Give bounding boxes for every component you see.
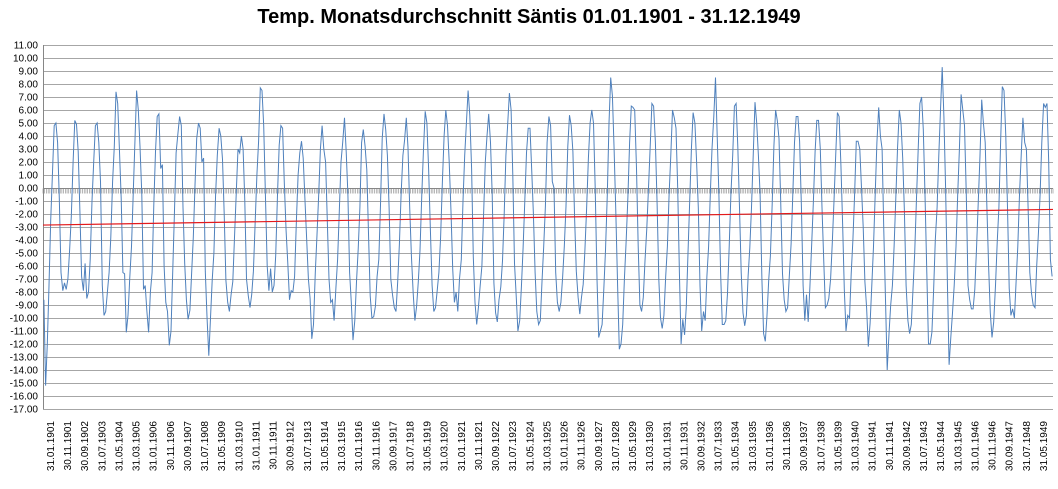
x-tick-label: 31.05.1929 [628, 421, 639, 471]
y-tick-label: -15.00 [10, 379, 39, 390]
x-tick-label: 30.09.1917 [388, 421, 399, 471]
y-tick-label: 3.00 [19, 145, 39, 156]
y-tick-label: -6.00 [15, 262, 38, 273]
y-tick-label: -12.00 [10, 340, 39, 351]
x-tick-label: 30.11.1921 [474, 421, 485, 471]
y-tick-label: -2.00 [15, 210, 38, 221]
x-tick-label: 30.11.1941 [885, 421, 896, 471]
y-tick-label: -8.00 [15, 288, 38, 299]
y-tick-label: -17.00 [10, 405, 39, 416]
y-tick-label: 10.00 [13, 54, 38, 65]
x-tick-label: 31.07.1938 [816, 421, 827, 471]
x-tick-label: 31.07.1923 [508, 421, 519, 471]
trend-line [42, 208, 1054, 226]
x-tick-label: 31.07.1928 [611, 421, 622, 471]
x-tick-label: 30.11.1946 [988, 421, 999, 471]
y-tick-label: 11.00 [14, 41, 39, 52]
x-tick-label: 31.05.1924 [525, 421, 536, 471]
y-tick-label: 2.00 [19, 158, 39, 169]
x-tick-label: 30.09.1902 [80, 421, 91, 471]
y-tick-label: 7.00 [19, 93, 39, 104]
x-tick-label: 31.01.1916 [354, 421, 365, 471]
x-tick-label: 31.03.1905 [132, 421, 143, 471]
x-tick-label: 31.01.1946 [970, 421, 981, 471]
x-tick-label: 31.03.1920 [440, 421, 451, 471]
x-tick-label: 30.09.1927 [594, 421, 605, 471]
x-tick-label: 31.05.1914 [320, 421, 331, 471]
x-tick-label: 31.01.1911 [251, 421, 262, 471]
x-tick-label: 31.05.1944 [936, 421, 947, 471]
x-tick-label: 30.09.1942 [902, 421, 913, 471]
x-tick-label: 31.01.1926 [560, 421, 571, 471]
y-tick-label: 6.00 [19, 106, 39, 117]
x-tick-label: 31.03.1925 [542, 421, 553, 471]
y-tick-label: -3.00 [15, 223, 38, 234]
y-tick-label: 1.00 [19, 171, 39, 182]
x-tick-label: 31.07.1913 [303, 421, 314, 471]
x-tick-label: 30.11.1911 [269, 421, 280, 470]
x-tick-label: 31.01.1931 [662, 421, 673, 471]
x-tick-label: 30.11.1916 [371, 421, 382, 471]
x-tick-label: 31.05.1904 [114, 421, 125, 471]
x-tick-label: 30.09.1937 [799, 421, 810, 471]
gridlines [43, 45, 1053, 410]
x-tick-label: 30.09.1922 [491, 421, 502, 471]
x-tick-label: 31.07.1943 [919, 421, 930, 471]
x-tick-label: 31.03.1915 [337, 421, 348, 471]
y-tick-label: 4.00 [19, 132, 39, 143]
x-tick-label: 30.09.1912 [286, 421, 297, 471]
x-tick-label: 30.11.1901 [63, 421, 74, 471]
x-tick-label: 31.01.1921 [457, 421, 468, 471]
x-tick-label: 30.09.1907 [183, 421, 194, 471]
temperature-series-line [43, 67, 1053, 386]
y-tick-label: 8.00 [19, 80, 39, 91]
x-tick-label: 30.09.1947 [1005, 421, 1016, 471]
x-tick-label: 31.07.1933 [714, 421, 725, 471]
x-tick-label: 31.01.1936 [765, 421, 776, 471]
x-tick-label: 31.01.1901 [46, 421, 57, 471]
y-tick-label: -4.00 [15, 236, 38, 247]
x-tick-label: 31.05.1919 [423, 421, 434, 471]
y-tick-label: -11.00 [10, 327, 38, 338]
y-tick-label: -1.00 [15, 197, 38, 208]
plot-area [42, 67, 1054, 386]
x-tick-label: 31.03.1930 [645, 421, 656, 471]
x-tick-label: 30.09.1932 [697, 421, 708, 471]
x-tick-label: 30.11.1906 [166, 421, 177, 471]
x-tick-label: 30.11.1931 [679, 421, 690, 471]
y-tick-label: -7.00 [15, 275, 38, 286]
y-tick-label: 0.00 [19, 184, 39, 195]
x-tick-label: 31.05.1909 [217, 421, 228, 471]
x-tick-label: 31.07.1918 [405, 421, 416, 471]
x-tick-label: 31.01.1906 [149, 421, 160, 471]
x-tick-label: 31.07.1908 [200, 421, 211, 471]
x-tick-label: 31.01.1941 [868, 421, 879, 471]
y-tick-label: -10.00 [10, 314, 39, 325]
x-tick-label: 31.03.1945 [953, 421, 964, 471]
y-tick-label: -14.00 [10, 366, 39, 377]
x-tick-label: 31.03.1910 [234, 421, 245, 471]
x-tick-label: 30.11.1936 [782, 421, 793, 471]
y-tick-label: -16.00 [10, 392, 39, 403]
y-tick-label: 9.00 [19, 67, 39, 78]
chart-title: Temp. Monatsdurchschnitt Säntis 01.01.19… [257, 6, 801, 28]
y-tick-label: -13.00 [10, 353, 39, 364]
y-tick-label: -5.00 [15, 249, 38, 260]
x-tick-label: 31.03.1935 [748, 421, 759, 471]
x-tick-label: 31.07.1948 [1022, 421, 1033, 471]
x-tick-label: 30.11.1926 [577, 421, 588, 471]
x-tick-label: 31.05.1934 [731, 421, 742, 471]
y-tick-label: -9.00 [15, 301, 38, 312]
x-tick-label: 31.05.1939 [833, 421, 844, 471]
x-axis-tick-labels: 31.01.1901 30.11.1901 30.09.1902 31.07.1903… [46, 421, 1050, 471]
y-axis-tick-labels: 11.00 10.00 9.00 8.00 7.00 6.00 5.00 4.00 3.00 2.… [10, 41, 39, 416]
y-tick-label: 5.00 [19, 119, 39, 130]
x-tick-label: 31.07.1903 [97, 421, 108, 471]
x-tick-label: 31.05.1949 [1039, 421, 1050, 471]
x-tick-label: 31.03.1940 [851, 421, 862, 471]
